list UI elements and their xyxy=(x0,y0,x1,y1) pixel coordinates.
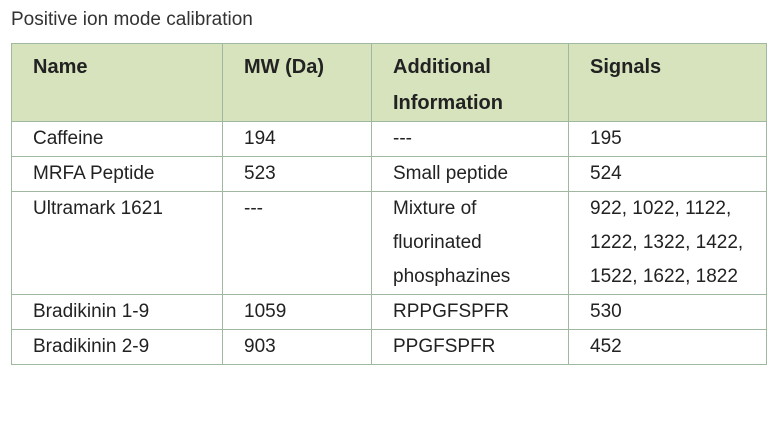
table-caption: Positive ion mode calibration xyxy=(11,9,253,30)
header-additional-information: Additional Information xyxy=(371,43,569,122)
table-row: Bradikinin 1-9 1059 RPPGFSPFR 530 xyxy=(11,294,767,330)
cell-additional-information: PPGFSPFR xyxy=(371,329,569,365)
cell-mw: 1059 xyxy=(222,294,372,330)
header-row: Name MW (Da) Additional Information Sign… xyxy=(11,43,767,122)
cell-mw: 194 xyxy=(222,121,372,157)
cell-mw: 903 xyxy=(222,329,372,365)
cell-name: MRFA Peptide xyxy=(11,156,223,192)
cell-signals: 452 xyxy=(568,329,767,365)
cell-name: Caffeine xyxy=(11,121,223,157)
cell-additional-information: RPPGFSPFR xyxy=(371,294,569,330)
cell-name: Bradikinin 2-9 xyxy=(11,329,223,365)
cell-additional-information: Small peptide xyxy=(371,156,569,192)
cell-name: Ultramark 1621 xyxy=(11,191,223,295)
header-mw: MW (Da) xyxy=(222,43,372,122)
table-body: Caffeine 194 --- 195 MRFA Peptide 523 Sm… xyxy=(11,121,767,365)
header-name: Name xyxy=(11,43,223,122)
cell-mw: 523 xyxy=(222,156,372,192)
table-header: Name MW (Da) Additional Information Sign… xyxy=(11,43,767,122)
cell-name: Bradikinin 1-9 xyxy=(11,294,223,330)
table-row: Caffeine 194 --- 195 xyxy=(11,121,767,157)
table-row: Bradikinin 2-9 903 PPGFSPFR 452 xyxy=(11,329,767,365)
header-signals: Signals xyxy=(568,43,767,122)
cell-signals: 524 xyxy=(568,156,767,192)
cell-additional-information: --- xyxy=(371,121,569,157)
cell-signals: 922, 1022, 1122, 1222, 1322, 1422, 1522,… xyxy=(568,191,767,295)
cell-signals: 195 xyxy=(568,121,767,157)
cell-signals: 530 xyxy=(568,294,767,330)
cell-mw: --- xyxy=(222,191,372,295)
table-row: MRFA Peptide 523 Small peptide 524 xyxy=(11,156,767,192)
cell-additional-information: Mixture of fluorinated phosphazines xyxy=(371,191,569,295)
calibration-table: Name MW (Da) Additional Information Sign… xyxy=(11,43,767,365)
table-row: Ultramark 1621 --- Mixture of fluorinate… xyxy=(11,191,767,295)
